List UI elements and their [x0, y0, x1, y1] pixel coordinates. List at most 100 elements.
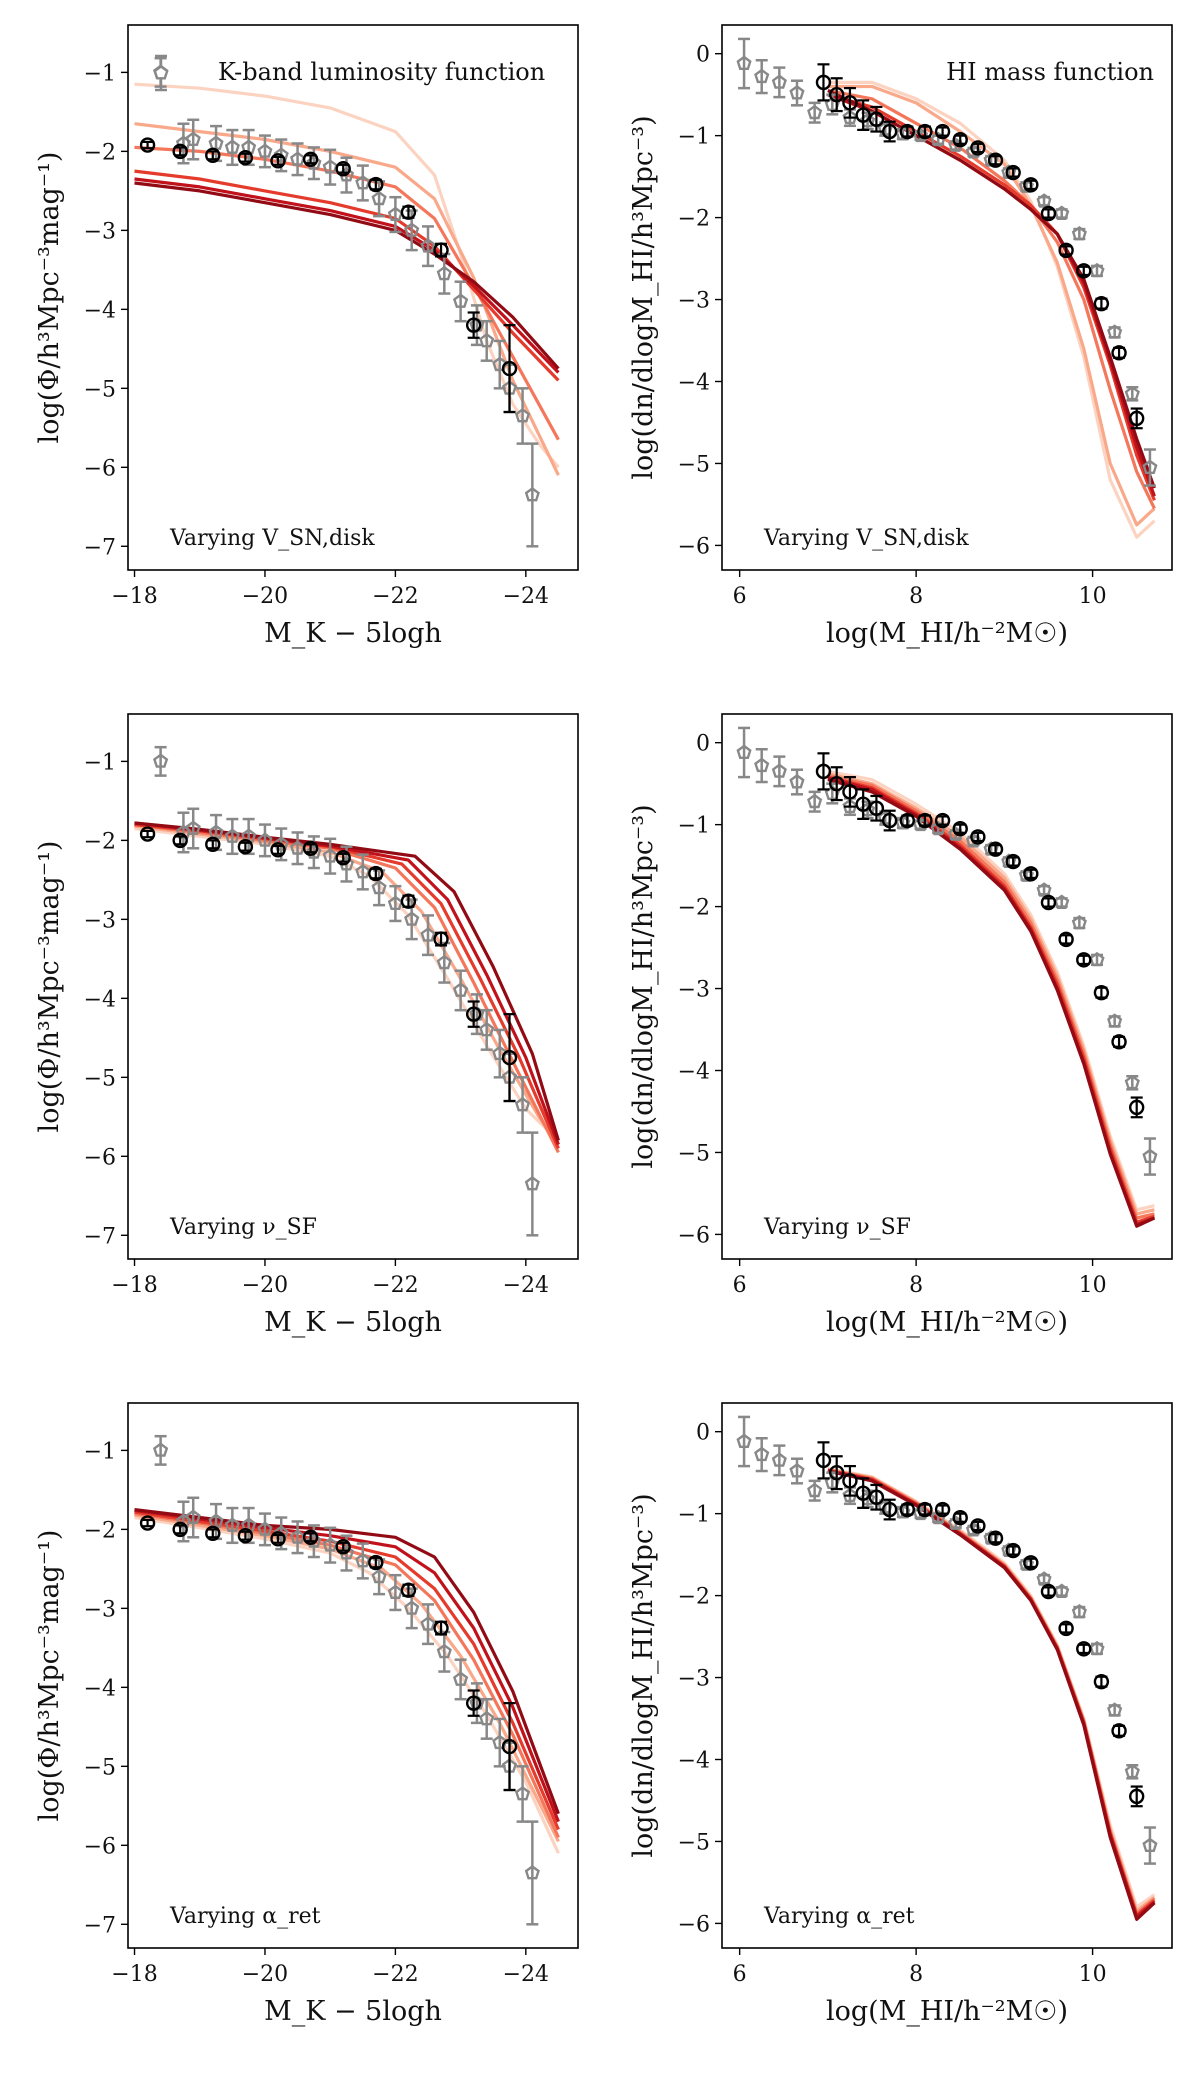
grey-data-point	[736, 744, 752, 759]
grey-data-point	[1071, 226, 1087, 241]
grey-data-point	[1107, 324, 1123, 339]
black-data-point	[433, 242, 449, 258]
x-axis-label: log(M_HI/h⁻²M☉)	[826, 618, 1068, 649]
x-tick-label: −24	[503, 1273, 549, 1298]
black-data-point	[1093, 1673, 1110, 1690]
black-data-point	[368, 1554, 384, 1571]
plot-area	[736, 1415, 1158, 1921]
black-data-point	[1040, 205, 1057, 222]
y-tick-label: −2	[84, 829, 116, 854]
black-data-point	[1023, 177, 1039, 193]
grey-data-point	[224, 828, 240, 843]
grey-data-point	[1089, 1640, 1105, 1656]
black-data-point	[1093, 984, 1110, 1001]
grey-data-point	[152, 1442, 169, 1457]
black-data-point	[1111, 345, 1127, 361]
black-data-point	[855, 796, 871, 812]
black-data-point	[987, 1530, 1004, 1546]
x-tick-label: −20	[242, 1273, 288, 1298]
grey-data-point	[1142, 1837, 1158, 1853]
varying-parameter-label: Varying V_SN,disk	[169, 526, 375, 551]
x-tick-label: 6	[733, 1273, 747, 1298]
grey-data-point	[789, 774, 805, 789]
grey-data-point	[355, 1553, 371, 1568]
varying-parameter-label: Varying V_SN,disk	[763, 526, 969, 551]
grey-data-point	[1124, 1763, 1140, 1779]
grey-data-point	[736, 55, 752, 71]
black-data-point	[855, 107, 871, 123]
grey-data-point	[387, 1584, 404, 1600]
y-tick-label: −7	[84, 1224, 116, 1249]
plot-frame	[721, 24, 1173, 571]
black-data-point	[302, 151, 319, 167]
black-data-point	[205, 1525, 221, 1542]
black-data-point	[881, 123, 898, 140]
black-data-point	[237, 1527, 254, 1544]
y-tick-label: −5	[678, 452, 710, 477]
black-data-point	[302, 840, 319, 856]
series-line-4	[827, 93, 1156, 501]
x-tick-label: −22	[372, 1273, 418, 1298]
grey-data-point	[479, 1710, 495, 1726]
grey-data-point	[524, 487, 540, 502]
grey-data-point	[273, 147, 289, 162]
plot-area	[134, 56, 560, 548]
grey-data-point	[371, 190, 387, 206]
grey-data-point	[1071, 1604, 1087, 1619]
grey-data-point	[1142, 459, 1158, 474]
black-data-point	[270, 842, 286, 858]
black-data-point	[987, 841, 1004, 857]
x-axis-label: M_K − 5logh	[264, 618, 442, 649]
panel-title: HI mass function	[946, 58, 1154, 86]
black-data-point	[842, 784, 858, 800]
grey-data-point	[322, 1537, 338, 1552]
grey-data-point	[1036, 882, 1052, 897]
grey-data-point	[185, 1509, 201, 1525]
y-tick-label: −2	[84, 140, 116, 165]
y-tick-label: −5	[84, 1755, 116, 1780]
grey-data-point	[1036, 1571, 1052, 1586]
black-data-point	[829, 775, 845, 792]
series-line-6	[827, 1469, 1156, 1921]
black-data-point	[400, 204, 417, 220]
black-data-point	[1058, 1620, 1074, 1637]
grey-data-point	[1054, 894, 1070, 909]
grey-data-point	[273, 1525, 289, 1540]
grey-data-point	[185, 820, 201, 835]
black-data-point	[815, 1452, 832, 1469]
y-tick-label: −2	[678, 1585, 710, 1610]
series-line-4	[134, 169, 560, 382]
black-data-point	[970, 829, 986, 845]
grey-data-point	[524, 1865, 540, 1880]
grey-data-point	[224, 1517, 240, 1532]
black-data-point	[1093, 295, 1110, 312]
grey-data-point	[789, 1463, 805, 1478]
black-data-point	[501, 1738, 518, 1755]
series-line-3	[134, 1512, 560, 1839]
grey-data-point	[842, 109, 858, 125]
y-tick-label: −4	[84, 987, 116, 1012]
grey-data-point	[492, 1045, 508, 1061]
black-data-point	[842, 95, 858, 111]
black-data-point	[1111, 1034, 1127, 1050]
grey-data-point	[257, 143, 273, 158]
black-data-point	[917, 123, 933, 140]
y-tick-label: −4	[678, 1749, 710, 1774]
x-tick-label: 6	[733, 1962, 747, 1987]
plot-frame	[721, 1402, 1173, 1949]
grey-data-point	[355, 175, 371, 190]
grey-data-point	[420, 238, 436, 253]
x-tick-label: −22	[372, 1962, 418, 1987]
grey-data-point	[1089, 262, 1105, 278]
black-data-point	[881, 1501, 898, 1518]
x-axis-label: log(M_HI/h⁻²M☉)	[826, 1996, 1068, 2027]
grey-data-point	[306, 1533, 322, 1548]
black-data-point	[917, 812, 933, 829]
series-line-3	[134, 145, 560, 441]
y-tick-label: −3	[84, 1597, 116, 1622]
y-tick-label: −6	[84, 456, 116, 481]
grey-data-point	[420, 927, 436, 942]
varying-parameter-label: Varying α_ret	[169, 1904, 321, 1929]
grey-data-point	[404, 1600, 420, 1615]
